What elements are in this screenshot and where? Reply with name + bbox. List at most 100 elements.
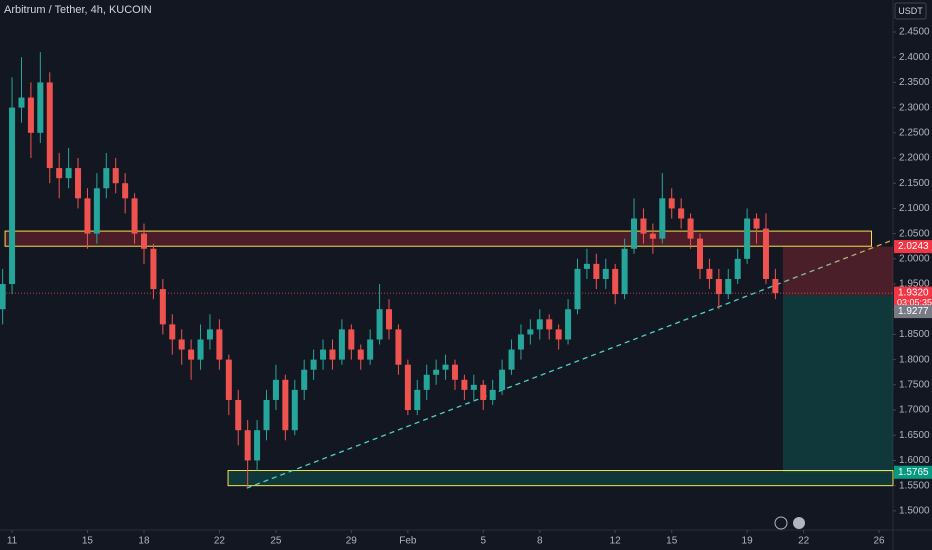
- candle-body: [254, 430, 261, 461]
- candle-body: [131, 198, 138, 234]
- target-label: 1.5765: [898, 467, 929, 478]
- chart-title: Arbitrum / Tether, 4h, KUCOIN: [4, 4, 152, 16]
- candle-body: [753, 218, 760, 229]
- candle-body: [461, 379, 468, 390]
- candle-body: [56, 168, 63, 179]
- candle-body: [338, 329, 345, 360]
- candle-body: [687, 218, 694, 239]
- target-badge: [894, 465, 932, 479]
- candle-body: [122, 183, 129, 199]
- candle-body: [508, 349, 515, 370]
- candle-body: [555, 329, 562, 340]
- candle-body: [320, 349, 327, 360]
- y-tick-label: 1.5500: [899, 480, 930, 491]
- candle-body: [499, 369, 506, 390]
- target-area: [782, 295, 893, 473]
- candle-body: [75, 168, 82, 199]
- candle-body: [621, 248, 628, 295]
- candle-body: [37, 82, 44, 133]
- candle-body: [46, 82, 53, 169]
- candle-body: [442, 364, 449, 370]
- y-tick-label: 2.3000: [899, 102, 930, 113]
- candle-body: [631, 218, 638, 249]
- candle-body: [225, 359, 232, 400]
- candle-body: [376, 309, 383, 340]
- candle-body: [678, 208, 685, 219]
- currency-box[interactable]: [894, 2, 927, 20]
- candle-body: [272, 379, 279, 400]
- icon-lightning[interactable]: [774, 516, 788, 530]
- candle-body: [423, 374, 430, 390]
- candle-body: [649, 233, 656, 239]
- y-tick-label: 1.6500: [899, 430, 930, 441]
- y-tick-label: 2.0000: [899, 253, 930, 264]
- candle-body: [734, 258, 741, 279]
- candle-body: [0, 284, 6, 310]
- icon-flag[interactable]: [793, 517, 805, 529]
- candle-body: [140, 233, 147, 249]
- candle-body: [451, 364, 458, 380]
- y-tick-label: 1.8500: [899, 329, 930, 340]
- candle-body: [112, 168, 119, 184]
- x-tick-label: 8: [537, 536, 543, 547]
- candle-body: [772, 278, 779, 294]
- candle-body: [235, 399, 242, 431]
- candle-body: [433, 369, 440, 375]
- candle-body: [574, 268, 581, 310]
- candle-body: [697, 238, 704, 269]
- candle-body: [216, 329, 223, 360]
- stop-label: 2.0243: [898, 241, 929, 252]
- candle-body: [159, 289, 166, 325]
- candle-body: [602, 268, 609, 279]
- x-tick-label: 22: [798, 536, 810, 547]
- y-tick-label: 2.0500: [899, 228, 930, 239]
- trendline: [246, 239, 894, 489]
- candle-body: [197, 339, 204, 360]
- candle-body: [282, 379, 289, 431]
- candle-body: [178, 339, 185, 350]
- x-tick-label: 15: [82, 536, 94, 547]
- y-tick-label: 2.1500: [899, 178, 930, 189]
- y-tick-label: 1.9500: [899, 279, 930, 290]
- y-tick-label: 1.7500: [899, 379, 930, 390]
- y-tick-label: 1.6000: [899, 455, 930, 466]
- candle-body: [291, 389, 298, 431]
- y-tick-label: 1.8000: [899, 354, 930, 365]
- x-tick-label: 5: [480, 536, 486, 547]
- candle-body: [527, 329, 534, 335]
- zone: [227, 470, 894, 487]
- x-tick-label: 22: [214, 536, 226, 547]
- candle-body: [329, 349, 336, 360]
- x-tick-label: 11: [7, 536, 18, 547]
- currency[interactable]: USDT: [898, 6, 923, 16]
- candle-body: [9, 107, 16, 285]
- candle-body: [27, 97, 34, 133]
- candle-body: [93, 188, 100, 234]
- candle-body: [715, 278, 722, 295]
- x-tick-label: 12: [610, 536, 622, 547]
- candle-body: [489, 389, 496, 400]
- candle-body: [404, 364, 411, 411]
- candle-body: [706, 268, 713, 279]
- candle-body: [84, 198, 91, 234]
- y-tick-label: 2.4000: [899, 52, 930, 63]
- candle-body: [659, 198, 666, 239]
- candle-body: [536, 319, 543, 330]
- candle-body: [480, 384, 487, 400]
- candle-body: [188, 349, 195, 360]
- candle-body: [367, 339, 374, 360]
- candle-body: [517, 334, 524, 350]
- candle-body: [18, 97, 25, 108]
- candle-body: [546, 319, 553, 330]
- candle-body: [169, 324, 176, 340]
- candle-body: [348, 329, 355, 350]
- stop-badge: [894, 240, 932, 254]
- candle-body: [565, 309, 572, 340]
- entry-label: 1.9277: [898, 306, 929, 317]
- x-tick-label: Feb: [399, 536, 417, 547]
- candle-body: [301, 369, 308, 390]
- x-tick-label: 15: [666, 536, 678, 547]
- candle-body: [395, 329, 402, 365]
